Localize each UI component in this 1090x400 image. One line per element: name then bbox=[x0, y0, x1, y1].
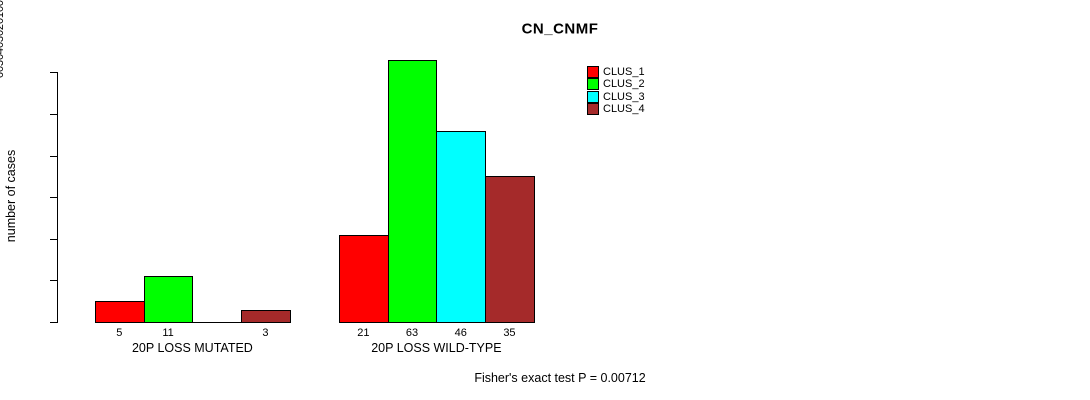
bar-clus_3 bbox=[436, 130, 487, 323]
bar-value-label: 11 bbox=[162, 327, 174, 339]
y-tick-label: 10 bbox=[0, 5, 6, 19]
fisher-test-annotation: Fisher's exact test P = 0.00712 bbox=[474, 371, 646, 385]
y-axis-line bbox=[57, 72, 58, 323]
y-tick-mark bbox=[50, 72, 57, 74]
y-tick-mark bbox=[50, 114, 57, 115]
y-tick-label: 30 bbox=[0, 29, 6, 43]
bar-value-label: 3 bbox=[262, 327, 269, 339]
bar-value-label: 5 bbox=[116, 327, 123, 339]
plot-area: 0102030405060511320P LOSS MUTATED2163463… bbox=[0, 0, 535, 355]
zero-height-bar-clus_3 bbox=[192, 322, 243, 323]
y-tick-mark bbox=[50, 197, 57, 199]
category-label: 20P LOSS MUTATED bbox=[131, 341, 253, 355]
y-tick-label: 40 bbox=[0, 41, 6, 55]
bar-value-label: 35 bbox=[503, 327, 516, 339]
y-tick-mark bbox=[50, 280, 57, 282]
bar-clus_4 bbox=[485, 176, 535, 323]
y-tick-label: 60 bbox=[0, 65, 6, 79]
legend-swatch-clus_4 bbox=[587, 102, 599, 115]
bar-value-label: 46 bbox=[454, 327, 467, 339]
bar-clus_2 bbox=[387, 59, 438, 323]
y-axis-label: number of cases bbox=[4, 149, 18, 243]
category-label: 20P LOSS WILD-TYPE bbox=[371, 341, 502, 355]
chart-title: CN_CNMF bbox=[521, 20, 599, 38]
y-tick-mark bbox=[50, 238, 57, 240]
bar-clus_2 bbox=[143, 276, 194, 323]
legend-swatch-clus_1 bbox=[587, 66, 599, 78]
y-tick-label: 20 bbox=[0, 17, 6, 31]
bar-clus_4 bbox=[241, 309, 291, 323]
legend-label: CLUS_1 bbox=[603, 66, 645, 78]
legend-swatch-clus_3 bbox=[587, 90, 599, 103]
y-tick-mark bbox=[50, 322, 57, 323]
legend-swatch-clus_2 bbox=[587, 78, 599, 91]
bar-value-label: 21 bbox=[357, 327, 370, 339]
legend-label: CLUS_3 bbox=[603, 90, 645, 103]
bar-clus_1 bbox=[339, 234, 389, 323]
y-tick-mark bbox=[50, 155, 57, 157]
bar-clus_1 bbox=[95, 301, 145, 323]
bar-value-label: 63 bbox=[405, 327, 419, 339]
y-tick-label: 50 bbox=[0, 53, 6, 67]
legend-label: CLUS_4 bbox=[603, 102, 645, 115]
legend-label: CLUS_2 bbox=[603, 78, 645, 91]
